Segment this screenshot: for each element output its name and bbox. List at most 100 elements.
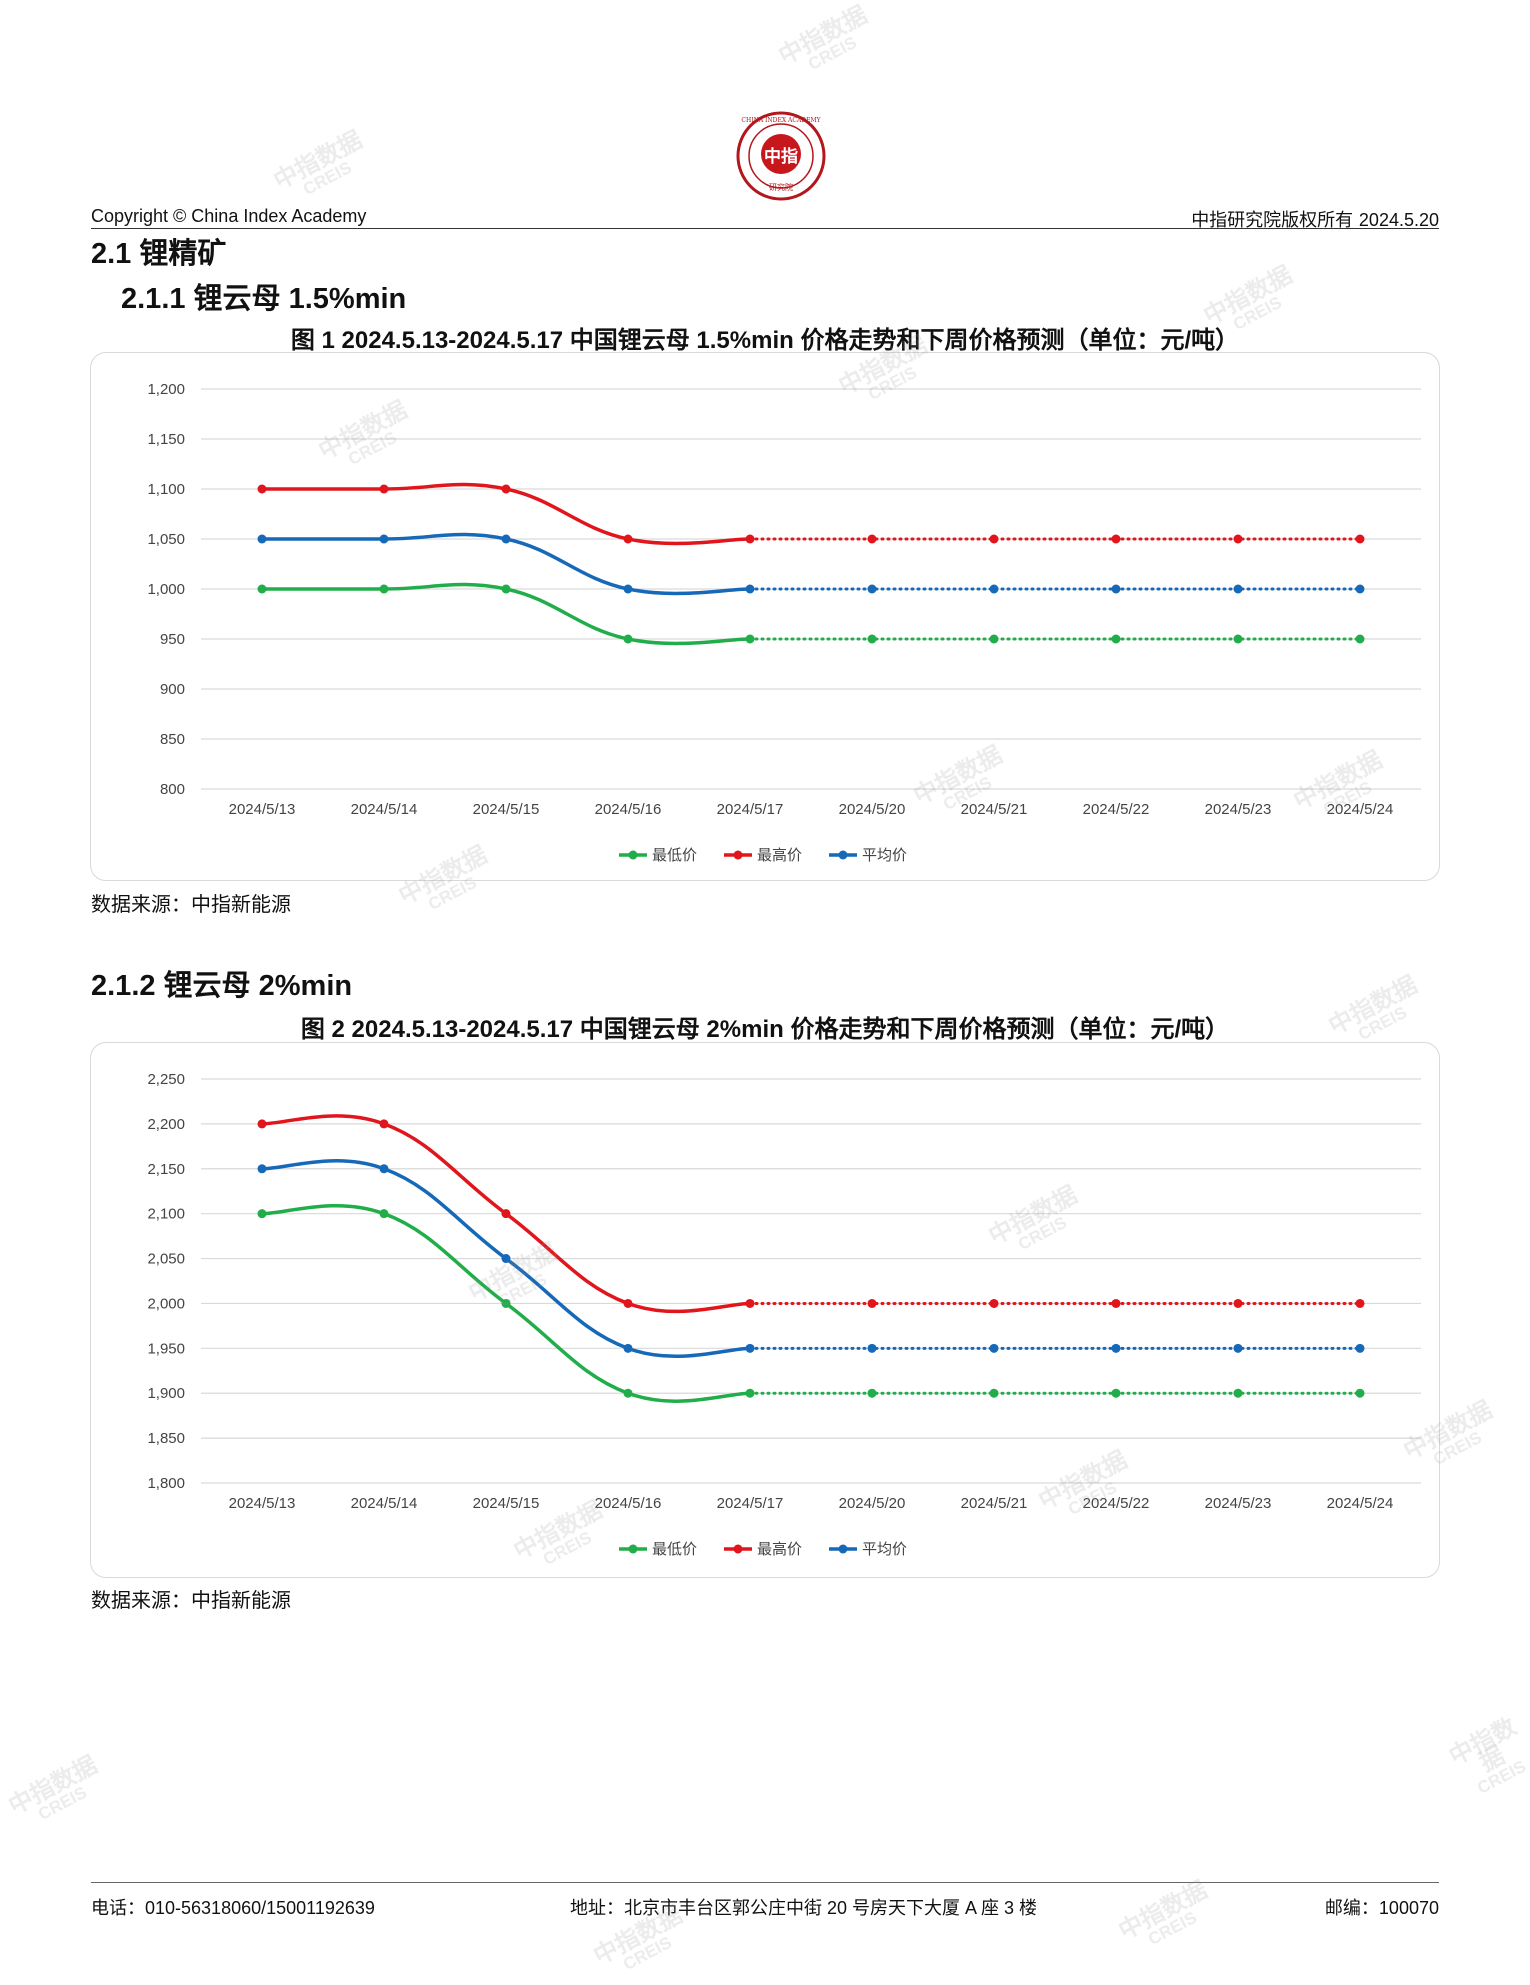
chart-1-data-point [989,534,999,544]
chart-1-data-point [1355,634,1365,644]
chart-2-data-point [1233,1343,1243,1353]
chart-1-legend-label: 平均价 [862,846,907,864]
chart-1-data-point [623,634,633,644]
chart-2-data-point [867,1298,877,1308]
subsection-heading-2: 2.1.2 锂云母 2%min [91,970,353,1002]
chart-2-legend-label: 平均价 [862,1540,907,1558]
chart-2-x-tick-label: 2024/5/14 [351,1495,418,1512]
chart-2-y-tick-label: 2,100 [147,1206,185,1223]
chart-2-data-point [1111,1388,1121,1398]
chart-2-svg: 2,250 2,200 2,150 2,100 2,050 2,000 1,950 1,900… [147,1071,1421,1558]
chart-1-data-point [379,534,389,544]
chart-2-y-tick-label: 2,250 [147,1071,185,1088]
chart-1-data-point [379,484,389,494]
header-divider [91,228,1439,229]
chart-1-x-tick-label: 2024/5/15 [473,801,540,818]
chart-2-x-tick-label: 2024/5/24 [1327,1495,1394,1512]
chart-1-data-point [501,534,511,544]
header-rights: 中指研究院版权所有 2024.5.20 [1191,206,1439,232]
chart-2-x-tick-label: 2024/5/20 [839,1495,906,1512]
chart-1-y-tick-label: 1,100 [147,481,185,498]
chart-2-caption: 图 2 2024.5.13-2024.5.17 中国锂云母 2%min 价格走势… [300,1016,1230,1043]
chart-2-data-point [257,1209,267,1219]
chart-2-x-tick-label: 2024/5/23 [1205,1495,1272,1512]
chart-2-data-point [867,1343,877,1353]
chart-1-y-tick-label: 900 [160,681,185,698]
chart-1-legend-label: 最高价 [757,846,802,864]
chart-1-x-tick-label: 2024/5/21 [961,801,1028,818]
chart-2-y-tick-label: 2,000 [147,1295,185,1312]
footer-divider [91,1882,1439,1883]
chart-1-y-tick-label: 1,050 [147,531,185,548]
chart-2-data-point [1111,1298,1121,1308]
chart-2-data-point [379,1209,389,1219]
chart-2-data-point [989,1298,999,1308]
chart-2-data-point [745,1298,755,1308]
chart-2-y-tick-label: 1,900 [147,1385,185,1402]
logo-ring-text: CHINA INDEX ACADEMY [741,117,821,124]
chart-2-x-tick-label: 2024/5/15 [473,1495,540,1512]
chart-2-data-point [257,1164,267,1174]
chart-2-x-tick-label: 2024/5/13 [229,1495,296,1512]
chart-1-y-tick-label: 850 [160,731,185,748]
section-heading: 2.1 锂精矿 [91,238,227,270]
chart-1: 1,200 1,150 1,100 1,050 1,000 950 900 850 800 202… [90,352,1440,881]
chart-1-y-tick-label: 950 [160,631,185,648]
chart-1-data-point [623,534,633,544]
chart-1-data-point [501,584,511,594]
chart-1-data-point [623,584,633,594]
subsection-heading-1: 2.1.1 锂云母 1.5%min [121,283,407,315]
chart-2: 2,250 2,200 2,150 2,100 2,050 2,000 1,950 1,900… [90,1042,1440,1578]
logo-center-text: 中指 [764,146,798,167]
chart-2-legend-marker [838,1544,848,1554]
chart-1-y-tick-label: 1,150 [147,431,185,448]
chart-2-data-point [1355,1343,1365,1353]
chart-1-x-tick-label: 2024/5/20 [839,801,906,818]
chart-1-x-tick-label: 2024/5/16 [595,801,662,818]
chart-1-data-point [989,634,999,644]
chart-1-data-point [1111,534,1121,544]
chart-1-data-point [1355,534,1365,544]
chart-1-y-tick-label: 1,200 [147,381,185,398]
chart-1-y-tick-label: 1,000 [147,581,185,598]
chart-2-legend-label: 最低价 [652,1540,697,1558]
chart-1-data-point [867,584,877,594]
chart-1-data-point [1233,584,1243,594]
chart-2-y-tick-label: 2,050 [147,1251,185,1268]
chart-1-data-point [379,584,389,594]
chart-1-data-point [257,534,267,544]
chart-2-y-tick-label: 2,150 [147,1161,185,1178]
chart-2-data-point [623,1298,633,1308]
footer-zip: 邮编：100070 [1324,1898,1439,1918]
chart-2-y-tick-label: 1,950 [147,1340,185,1357]
chart-1-x-tick-label: 2024/5/14 [351,801,418,818]
chart-2-data-point [379,1119,389,1129]
chart-2-data-point [745,1388,755,1398]
chart-1-data-point [745,634,755,644]
chart-1-legend-marker [838,850,848,860]
chart-2-data-point [1233,1298,1243,1308]
chart-1-data-point [745,534,755,544]
chart-1-svg: 1,200 1,150 1,100 1,050 1,000 950 900 850 800 202… [147,381,1421,864]
chart-1-data-point [257,584,267,594]
chart-1-data-point [1111,634,1121,644]
chart-1-x-tick-label: 2024/5/17 [717,801,784,818]
chart-2-data-point [1111,1343,1121,1353]
chart-1-data-point [745,584,755,594]
footer-phone: 电话：010-56318060/15001192639 [91,1898,375,1918]
chart-2-y-tick-label: 1,850 [147,1430,185,1447]
chart-2-data-point [989,1343,999,1353]
chart-2-y-tick-label: 2,200 [147,1116,185,1133]
chart-2-x-tick-label: 2024/5/17 [717,1495,784,1512]
chart-2-legend-marker [628,1544,638,1554]
chart-1-x-tick-label: 2024/5/13 [229,801,296,818]
chart-2-data-point [501,1298,511,1308]
chart-2-x-tick-label: 2024/5/21 [961,1495,1028,1512]
chart-2-data-point [1233,1388,1243,1398]
chart-2-x-tick-label: 2024/5/22 [1083,1495,1150,1512]
chart-2-data-point [623,1343,633,1353]
